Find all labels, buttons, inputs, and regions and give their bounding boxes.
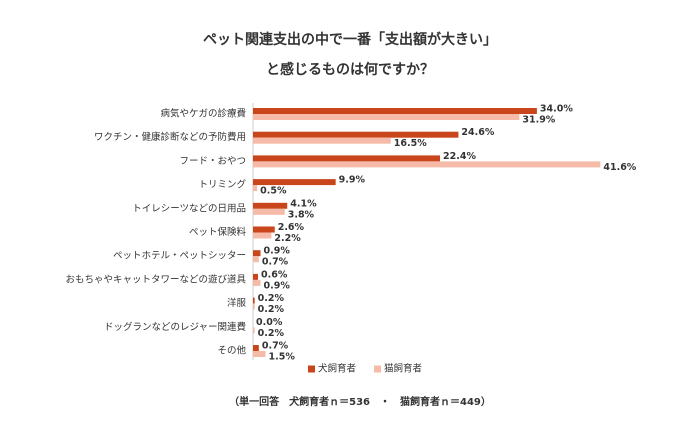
bar <box>253 108 537 114</box>
y-tick-label: おもちゃやキャットタワーなどの遊び道具 <box>65 273 246 285</box>
y-tick-label: フード・おやつ <box>179 156 246 167</box>
value-label: 2.2% <box>274 233 301 244</box>
value-label: 24.6% <box>461 127 494 138</box>
bar <box>253 297 255 304</box>
value-label: 16.5% <box>394 138 427 149</box>
bar <box>253 226 275 233</box>
chart-title: と感じるものは何ですか？ <box>266 61 434 78</box>
y-tick-label: ペット保険料 <box>189 226 247 238</box>
value-label: 31.9% <box>522 115 555 126</box>
bar <box>253 279 261 286</box>
bar <box>253 327 255 334</box>
value-label: 0.2% <box>258 293 285 304</box>
bar <box>253 202 288 209</box>
bar <box>253 179 336 186</box>
chart-title: ペット関連支出の中で一番「支出額が大きい」 <box>203 31 497 48</box>
bar <box>253 155 441 162</box>
value-label: 0.5% <box>260 186 287 197</box>
legend-swatch <box>308 365 315 373</box>
value-label: 34.0% <box>540 104 573 115</box>
y-tick-label: ペットホテル・ペットシッター <box>113 251 246 262</box>
legend-label: 犬飼育者 <box>318 363 356 375</box>
bar <box>253 137 391 144</box>
bar <box>253 273 259 280</box>
value-label: 41.6% <box>603 162 636 173</box>
bar <box>253 232 272 239</box>
bar <box>253 208 285 215</box>
value-label: 22.4% <box>443 151 476 162</box>
value-label: 1.5% <box>269 352 296 363</box>
legend-swatch <box>374 365 381 373</box>
y-tick-label: ドッグランなどのレジャー関連費 <box>104 321 246 333</box>
legend-label: 猫飼育者 <box>384 363 422 375</box>
y-tick-label: トイレシーツなどの日用品 <box>132 203 246 214</box>
bar <box>253 250 261 257</box>
y-tick-label: ワクチン・健康診断などの予防費用 <box>94 131 246 143</box>
value-label: 0.2% <box>258 304 285 315</box>
bar <box>253 161 601 168</box>
value-label: 4.1% <box>290 198 317 209</box>
value-label: 0.7% <box>262 341 289 352</box>
y-tick-label: トリミング <box>198 179 246 191</box>
y-tick-label: その他 <box>217 345 246 357</box>
value-label: 0.6% <box>261 269 288 280</box>
bar <box>253 114 520 120</box>
value-label: 9.9% <box>339 175 366 186</box>
y-tick-label: 病気やケガの診療費 <box>160 108 246 120</box>
value-label: 0.0% <box>256 317 283 328</box>
footnote: （単一回答 犬飼育者ｎ＝536 ・ 猫飼育者ｎ＝449） <box>229 395 491 408</box>
bar <box>253 131 459 138</box>
value-label: 0.9% <box>264 280 291 291</box>
value-label: 0.7% <box>262 257 289 268</box>
y-tick-label: 洋服 <box>227 297 247 309</box>
value-label: 3.8% <box>288 209 315 220</box>
value-label: 2.6% <box>278 222 305 233</box>
bar <box>253 185 258 192</box>
bar <box>253 256 259 263</box>
value-label: 0.2% <box>258 328 285 339</box>
bar <box>253 351 266 357</box>
bar <box>253 303 255 310</box>
value-label: 0.9% <box>264 246 291 257</box>
bar <box>253 345 259 351</box>
